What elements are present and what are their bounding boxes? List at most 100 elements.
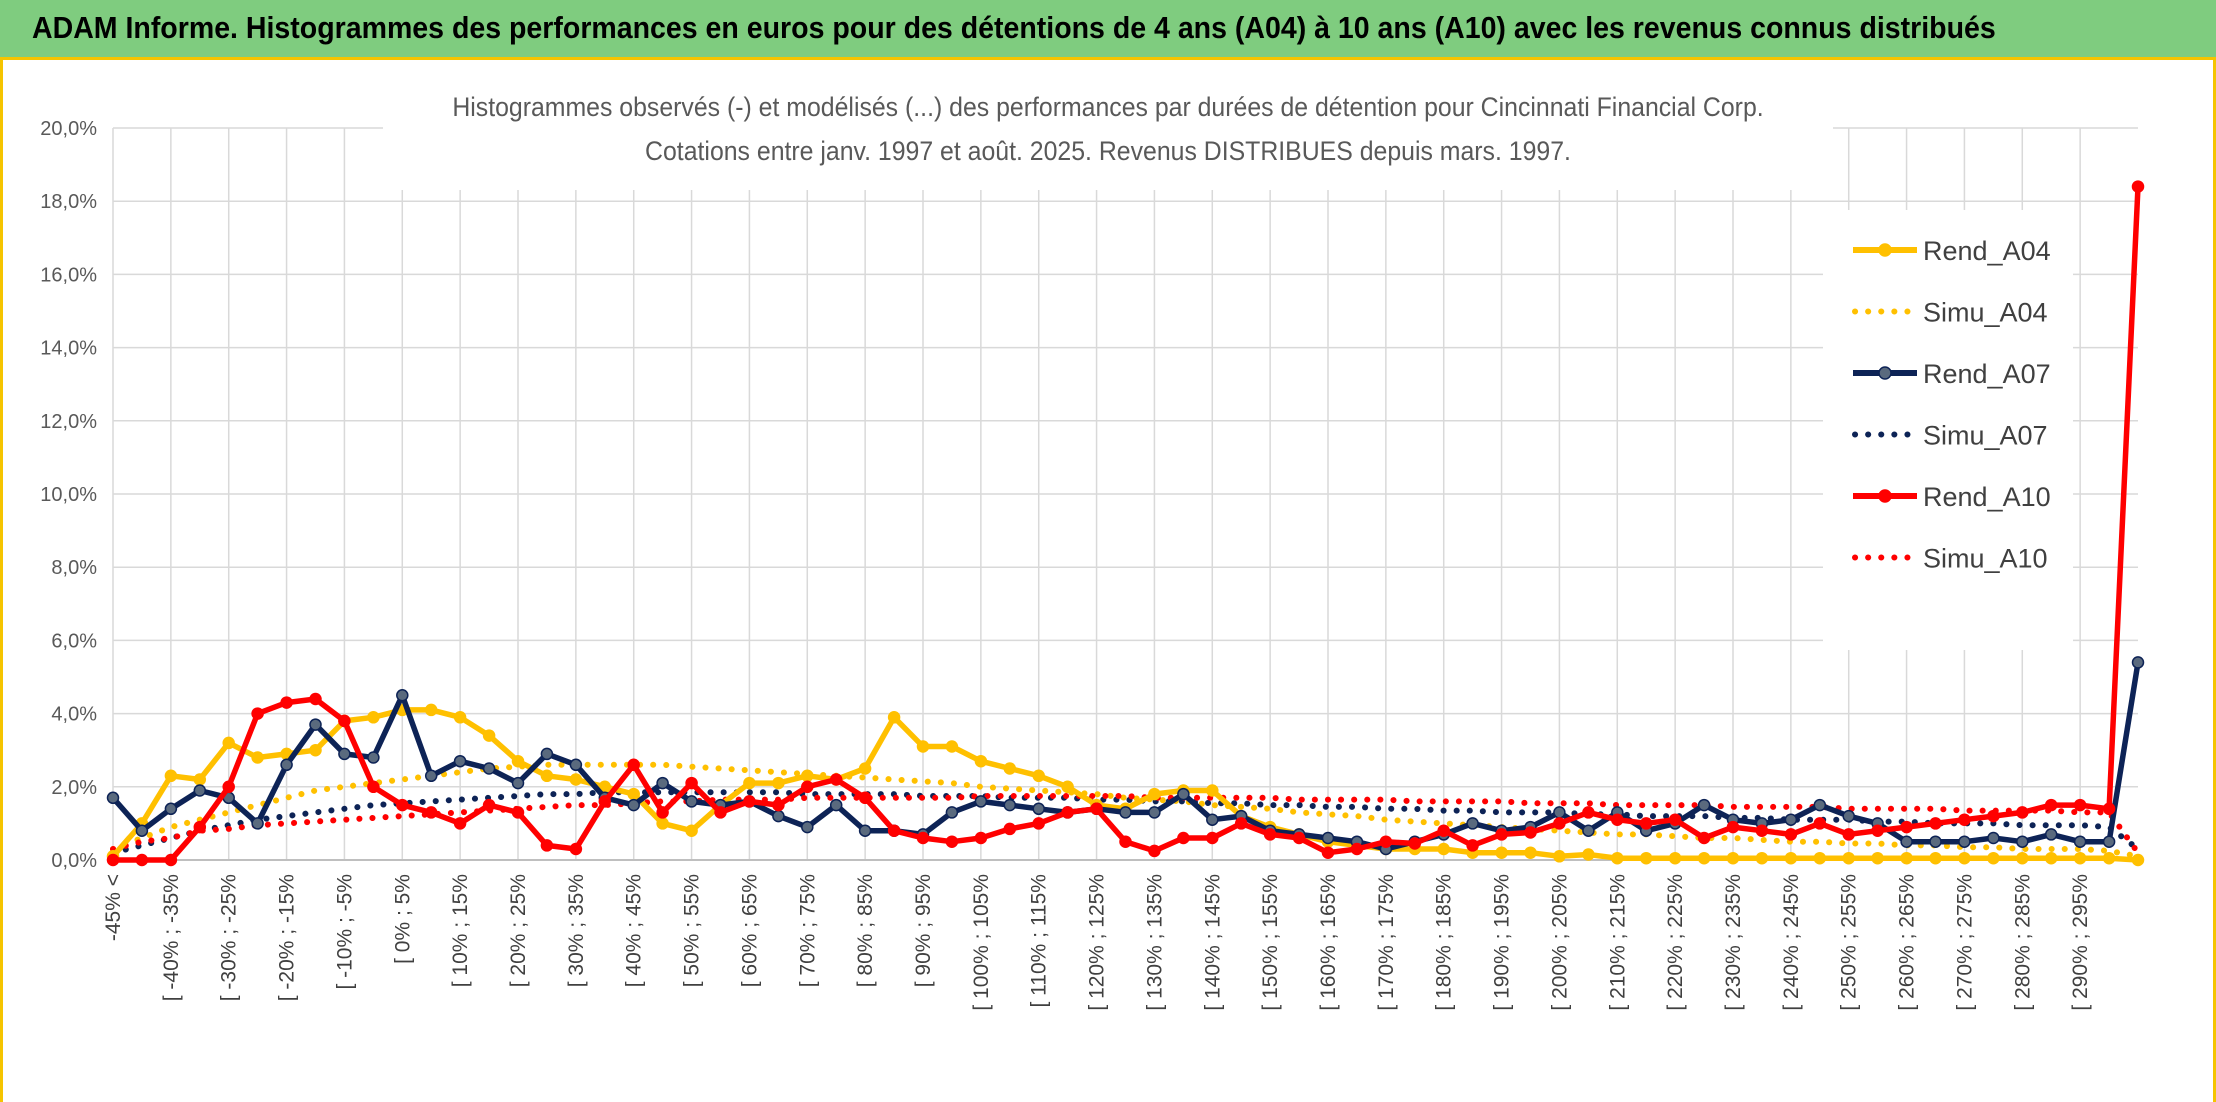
data-point xyxy=(1929,817,1942,830)
legend-item-simu-a04: Simu_A04 xyxy=(1852,298,2048,328)
data-point xyxy=(801,769,814,783)
x-tick-label: [ 200% ; 205% xyxy=(1548,874,1571,1011)
data-point xyxy=(1003,822,1017,836)
data-point xyxy=(1177,787,1190,801)
y-tick-label: 20,0% xyxy=(40,118,97,140)
data-point xyxy=(1003,762,1017,775)
data-point xyxy=(396,798,409,812)
x-tick-label: [ 180% ; 185% xyxy=(1433,874,1456,1011)
x-tick-label: [ 250% ; 255% xyxy=(1838,874,1861,1011)
chart-subtitle: Cotations entre janv. 1997 et août. 2025… xyxy=(645,137,1571,166)
x-tick-label: [ 160% ; 165% xyxy=(1317,874,1340,1011)
data-point xyxy=(2073,851,2087,865)
data-point xyxy=(1842,828,1855,841)
data-point xyxy=(511,754,525,768)
data-point xyxy=(772,776,785,790)
data-point xyxy=(858,762,872,775)
x-tick-label: [ 290% ; 295% xyxy=(2069,874,2092,1011)
data-point xyxy=(1871,851,1884,865)
legend-marker xyxy=(1878,489,1892,503)
y-tick-label: 16,0% xyxy=(40,264,97,286)
data-point xyxy=(1987,831,2000,845)
performance-histogram-chart: 0,0% 2,0% 4,0% 6,0% 8,0% 10,0% 12,0% 14,0% 16,0%… xyxy=(40,80,2145,1011)
x-tick-label: [ 100% ; 105% xyxy=(970,874,993,1011)
data-point xyxy=(164,802,178,816)
data-point xyxy=(1206,784,1219,797)
data-point xyxy=(193,820,207,834)
data-point xyxy=(2016,806,2029,819)
data-point xyxy=(2131,180,2145,193)
data-point xyxy=(222,736,235,750)
x-tick-label: [ -10% ; -5% xyxy=(333,874,356,990)
data-point xyxy=(1466,839,1479,852)
data-point xyxy=(396,689,409,702)
title-backdrop xyxy=(383,80,1833,190)
data-point xyxy=(1697,851,1711,865)
data-point xyxy=(656,817,669,830)
x-tick-label: [ 220% ; 225% xyxy=(1664,874,1687,1011)
data-point xyxy=(887,824,901,837)
data-point xyxy=(2016,835,2029,848)
data-point xyxy=(193,773,207,786)
data-point xyxy=(106,853,120,867)
legend-label: Rend_A07 xyxy=(1923,359,2051,389)
data-point xyxy=(222,780,235,794)
data-point xyxy=(2102,851,2116,865)
data-point xyxy=(685,795,698,808)
data-point xyxy=(1784,828,1798,841)
data-point xyxy=(135,853,149,867)
data-point xyxy=(1032,817,1045,830)
data-point xyxy=(1582,824,1595,837)
legend-item-rend-a10: Rend_A10 xyxy=(1853,482,2051,512)
data-point xyxy=(1958,851,1971,865)
data-point xyxy=(1466,817,1479,830)
y-tick-label: 2,0% xyxy=(51,777,97,799)
data-point xyxy=(1524,846,1537,859)
data-point xyxy=(511,776,525,790)
x-tick-label: [ 40% ; 45% xyxy=(623,874,646,987)
data-point xyxy=(1119,835,1132,848)
data-point xyxy=(338,714,351,728)
legend-label: Rend_A10 xyxy=(1923,482,2051,512)
data-point xyxy=(280,696,293,709)
data-point xyxy=(1900,835,1913,848)
x-tick-label: [ 170% ; 175% xyxy=(1375,874,1398,1011)
data-point xyxy=(714,806,727,819)
data-point xyxy=(2102,835,2116,848)
data-point xyxy=(309,718,322,731)
legend-label: Rend_A04 xyxy=(1923,236,2051,266)
legend-box xyxy=(1823,210,2073,650)
data-point xyxy=(1321,831,1335,845)
series-simu-a07 xyxy=(110,789,2141,856)
data-point xyxy=(338,747,351,761)
data-point xyxy=(1813,798,1827,812)
data-point xyxy=(1148,806,1161,819)
data-point xyxy=(1148,787,1161,801)
data-point xyxy=(540,769,554,783)
y-axis: 0,0% 2,0% 4,0% 6,0% 8,0% 10,0% 12,0% 14,0% 16,0%… xyxy=(40,118,97,872)
x-tick-label: [ 120% ; 125% xyxy=(1086,874,1109,1011)
x-tick-label: [ 270% ; 275% xyxy=(1953,874,1976,1011)
data-point xyxy=(887,711,901,724)
data-point xyxy=(1379,835,1393,848)
data-point xyxy=(2073,835,2087,848)
data-point xyxy=(367,711,380,724)
x-tick-label: [ 150% ; 155% xyxy=(1259,874,1282,1011)
data-point xyxy=(1032,769,1045,783)
series-simu-a10 xyxy=(110,793,2141,856)
data-point xyxy=(1292,831,1306,845)
legend-label: Simu_A07 xyxy=(1923,421,2048,451)
data-point xyxy=(974,831,988,845)
data-point xyxy=(1697,831,1711,845)
data-point xyxy=(569,758,583,772)
data-point xyxy=(1958,835,1971,848)
data-point xyxy=(164,769,178,783)
legend-item-rend-a07: Rend_A07 xyxy=(1853,359,2051,389)
data-point xyxy=(1408,837,1422,850)
data-point xyxy=(1003,798,1017,812)
data-point xyxy=(1929,835,1942,848)
data-point xyxy=(540,747,554,761)
legend-label: Simu_A04 xyxy=(1923,298,2048,328)
data-point xyxy=(453,754,467,768)
series-layer xyxy=(106,180,2145,867)
